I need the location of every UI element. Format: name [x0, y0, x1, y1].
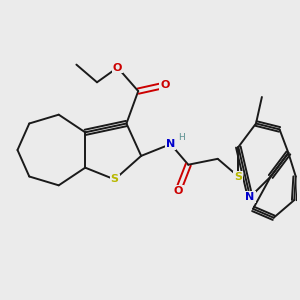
Text: H: H [178, 133, 185, 142]
Text: N: N [166, 139, 175, 149]
Text: S: S [111, 174, 119, 184]
Text: O: O [160, 80, 169, 90]
Text: N: N [245, 192, 255, 202]
Text: O: O [173, 186, 183, 196]
Text: S: S [234, 172, 242, 182]
Text: O: O [113, 63, 122, 73]
